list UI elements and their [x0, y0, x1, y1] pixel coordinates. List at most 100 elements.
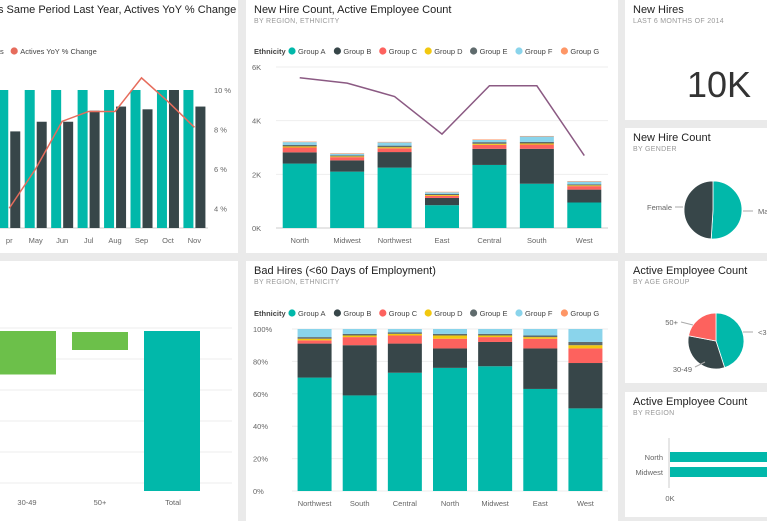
- bar-segment: [297, 338, 332, 341]
- x-tick-label: Jun: [56, 236, 68, 245]
- age-group-tile[interactable]: Active Employee Count BY AGE GROUP 50+ 30…: [625, 261, 767, 383]
- actives-combo-chart: s Actives YoY % Change pr May Jun Jul Aug Sep Oc…: [0, 47, 231, 245]
- legend-swatch: [379, 47, 387, 55]
- bar-segment: [342, 335, 377, 338]
- bar-segment: [387, 329, 422, 333]
- bar-segment: [425, 191, 459, 193]
- bar: [77, 90, 88, 228]
- legend-label: Group D: [434, 309, 463, 318]
- legend-swatch: [333, 309, 341, 317]
- bar-segment: [282, 144, 317, 147]
- bar-segment: [377, 141, 412, 143]
- bar-segment: [330, 160, 365, 172]
- bar-segment: [387, 333, 422, 336]
- bar-segment: [478, 333, 513, 336]
- pie-slice: [687, 335, 726, 370]
- y-tick-label: 4K: [252, 117, 261, 126]
- bar-segment: [478, 337, 513, 342]
- legend-label: Group B: [343, 309, 371, 318]
- legend-swatch: [333, 47, 341, 55]
- tile-title: New Hire Count: [633, 132, 711, 144]
- bar-segment: [568, 329, 603, 342]
- new-hires-kpi-tile[interactable]: New Hires LAST 6 MONTHS OF 2014 10K: [625, 0, 767, 120]
- x-tick-label: 50+: [94, 498, 107, 507]
- bar: [195, 106, 206, 228]
- bar: [10, 131, 21, 228]
- bar-segment: [297, 340, 332, 344]
- x-tick-label: Total: [165, 498, 181, 507]
- bar-segment: [472, 143, 507, 145]
- bar: [183, 90, 194, 228]
- bar-segment: [282, 141, 317, 143]
- leader-line: [694, 361, 706, 368]
- bar-segment: [568, 341, 603, 346]
- bar-segment: [342, 337, 377, 346]
- legend-swatch: [560, 309, 568, 317]
- bar-segment: [387, 335, 422, 344]
- x-tick-label: Nov: [188, 236, 202, 245]
- pie-slice: [683, 180, 714, 240]
- bar-segment: [377, 167, 412, 228]
- active-region-tile[interactable]: Active Employee Count BY REGION North Mid…: [625, 392, 767, 517]
- x-tick-label: Northwest: [298, 499, 333, 508]
- bar-segment: [523, 388, 558, 491]
- y2-tick-label: 10 %: [214, 86, 231, 95]
- bar-segment: [342, 395, 377, 491]
- bar-segment: [425, 195, 459, 198]
- bar: [156, 90, 167, 228]
- legend-label: Group B: [343, 47, 371, 56]
- bar-segment: [568, 348, 603, 364]
- legend-label: Group G: [570, 47, 599, 56]
- bar-segment: [567, 202, 602, 228]
- x-tick-label: 0K: [665, 494, 674, 503]
- bar-segment: [568, 408, 603, 491]
- age-waterfall-chart: 30-49 50+ Total: [0, 327, 232, 507]
- bar-segment: [567, 186, 602, 190]
- gender-tile[interactable]: New Hire Count BY GENDER Female Ma: [625, 128, 767, 253]
- bar-segment: [519, 143, 554, 145]
- series-line: [299, 76, 585, 156]
- bar-segment: [330, 157, 365, 161]
- legend-swatch: [288, 309, 296, 317]
- bar-segment: [342, 333, 377, 336]
- pie-slice: [688, 312, 717, 342]
- bar-segment: [523, 348, 558, 389]
- age-waterfall-tile[interactable]: 30-49 50+ Total: [0, 261, 238, 521]
- legend-label: Group G: [570, 309, 599, 318]
- bar-segment: [433, 348, 467, 368]
- tile-subtitle: BY REGION, ETHNICITY: [254, 279, 340, 286]
- legend-swatch: [515, 309, 523, 317]
- y2-tick-label: 6 %: [214, 165, 227, 174]
- pie-slice: [715, 312, 745, 369]
- bar-segment: [433, 329, 467, 334]
- bar-segment: [297, 377, 332, 491]
- pie-label: 50+: [665, 318, 678, 327]
- new-hire-region-tile[interactable]: New Hire Count, Active Employee Count BY…: [246, 0, 618, 253]
- tile-subtitle: BY REGION, ETHNICITY: [254, 18, 340, 25]
- bar-segment: [377, 148, 412, 153]
- bar-segment: [330, 153, 365, 154]
- bar: [670, 452, 767, 462]
- bar-segment: [472, 164, 507, 228]
- bar-segment: [472, 139, 507, 140]
- y-tick-label: 2K: [252, 170, 261, 179]
- bar-segment: [478, 341, 513, 367]
- bar-segment: [425, 205, 459, 228]
- bar: [24, 90, 35, 228]
- legend-label: Group C: [389, 47, 418, 56]
- bar: [89, 110, 100, 228]
- bar-segment: [472, 144, 507, 149]
- y-tick-label: 0%: [253, 487, 264, 496]
- bar: [0, 90, 9, 228]
- pie-label: 30-49: [673, 365, 692, 374]
- bar-segment: [433, 367, 467, 491]
- bar-segment: [342, 329, 377, 334]
- y2-tick-label: 8 %: [214, 125, 227, 134]
- kpi-value: 10K: [687, 64, 752, 105]
- waterfall-bar: [144, 331, 200, 491]
- bad-hires-tile[interactable]: Bad Hires (<60 Days of Employment) BY RE…: [246, 261, 618, 521]
- bar: [130, 90, 141, 228]
- x-tick-label: West: [577, 499, 595, 508]
- actives-tile[interactable]: s Same Period Last Year, Actives YoY % C…: [0, 0, 238, 253]
- new-hire-region-chart: Ethnicity Group A Group B Group C Group D Gro…: [252, 47, 608, 245]
